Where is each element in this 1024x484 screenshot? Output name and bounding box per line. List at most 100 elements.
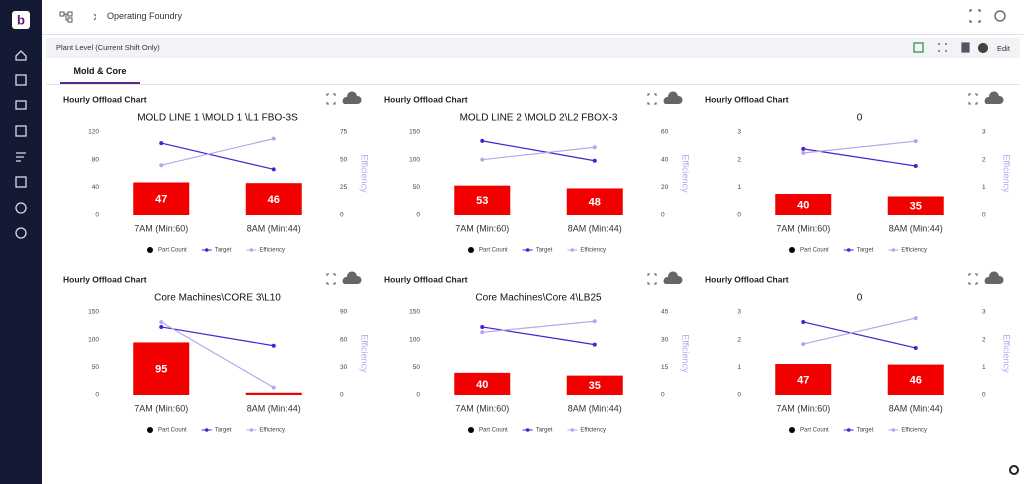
play-icon[interactable] [913, 42, 924, 53]
info-icon[interactable] [15, 227, 27, 239]
legend-label: Efficiency [901, 428, 927, 434]
legend-item[interactable]: Efficiency [567, 428, 606, 434]
gear-button[interactable] [1007, 463, 1021, 477]
expand-icon[interactable] [326, 273, 336, 285]
card-title: Hourly Offload Chart [384, 274, 468, 284]
y-tick-label: 1 [737, 184, 741, 191]
download-icon[interactable] [342, 271, 362, 284]
legend-item[interactable]: Efficiency [888, 248, 927, 254]
legend-item[interactable]: Target [843, 428, 874, 434]
list-icon[interactable] [16, 152, 26, 162]
legend-swatch [789, 427, 795, 433]
legend-swatch [846, 428, 851, 432]
y2-tick-label: 40 [661, 156, 669, 163]
line-efficiency [803, 317, 916, 345]
legend-label: Efficiency [580, 248, 606, 254]
expand-icon[interactable] [968, 273, 978, 285]
legend-item[interactable]: Efficiency [888, 428, 927, 434]
legend-item[interactable]: Target [201, 428, 232, 434]
legend-item[interactable]: Part Count [468, 427, 508, 434]
user-icon[interactable] [994, 10, 1006, 22]
line-point [592, 158, 597, 163]
expand-icon[interactable] [326, 93, 336, 105]
y2-tick-label: 15 [661, 364, 669, 371]
settings-icon[interactable] [15, 202, 27, 214]
edit-icon[interactable] [977, 42, 989, 54]
card-title: Hourly Offload Chart [705, 274, 789, 284]
legend-swatch [570, 248, 575, 252]
legend-label: Target [857, 248, 874, 254]
y-tick-label: 50 [413, 184, 421, 191]
legend-item[interactable]: Target [843, 248, 874, 254]
tab-active[interactable]: Mold & Core [60, 62, 140, 84]
y2-tick-label: 50 [340, 156, 348, 163]
y2-tick-label: 60 [340, 336, 348, 343]
line-point [801, 146, 806, 151]
y2-tick-label: 90 [340, 309, 348, 316]
legend-item[interactable]: Part Count [789, 247, 829, 254]
x-tick-label: 7AM (Min:60) [455, 223, 509, 233]
home-icon[interactable] [15, 50, 27, 61]
export-icon[interactable] [961, 42, 970, 53]
dashboard-icon[interactable] [15, 74, 27, 86]
y2-tick-label: 0 [982, 392, 986, 399]
download-icon[interactable] [984, 91, 1004, 104]
expand-icon[interactable] [647, 93, 657, 105]
edit-button[interactable]: Edit [997, 44, 1010, 53]
legend-label: Efficiency [580, 428, 606, 434]
bar-label: 35 [910, 201, 922, 213]
legend-swatch [147, 427, 153, 433]
y-tick-label: 3 [737, 129, 741, 136]
line-efficiency [803, 140, 916, 154]
legend-item[interactable]: Target [201, 248, 232, 254]
breadcrumb[interactable]: Operating Foundry [107, 11, 183, 21]
legend-item[interactable]: Efficiency [246, 248, 285, 254]
fullscreen-icon[interactable] [969, 9, 981, 23]
logo[interactable] [12, 11, 30, 29]
download-icon[interactable] [984, 271, 1004, 284]
chart-subtitle: MOLD LINE 2 \MOLD 2\L2 FBOX-3 [460, 113, 618, 124]
legend-label: Part Count [479, 428, 508, 434]
x-tick-label: 8AM (Min:44) [247, 403, 301, 413]
legend-item[interactable]: Part Count [789, 427, 829, 434]
line-target [482, 326, 595, 346]
video-icon[interactable] [15, 100, 27, 110]
y2-tick-label: 3 [982, 309, 986, 316]
y-tick-label: 80 [92, 156, 100, 163]
line-point [271, 167, 276, 172]
chart-subtitle: 0 [857, 113, 863, 124]
x-tick-label: 7AM (Min:60) [134, 223, 188, 233]
legend-label: Target [536, 428, 553, 434]
bar [133, 182, 190, 215]
line-efficiency [482, 146, 595, 161]
download-icon[interactable] [342, 91, 362, 104]
y-tick-label: 0 [95, 212, 99, 219]
y-tick-label: 0 [95, 392, 99, 399]
legend-item[interactable]: Target [522, 428, 553, 434]
legend-swatch [249, 428, 254, 432]
legend-label: Part Count [158, 248, 187, 254]
download-icon[interactable] [663, 91, 683, 104]
report-icon[interactable] [15, 125, 27, 137]
y2-tick-label: 20 [661, 184, 669, 191]
y2-tick-label: 45 [661, 309, 669, 316]
expand-icon[interactable] [968, 93, 978, 105]
y2-tick-label: 60 [661, 129, 669, 136]
legend-item[interactable]: Target [522, 248, 553, 254]
y-tick-label: 0 [737, 392, 741, 399]
legend-swatch [204, 248, 209, 252]
bar-label: 47 [155, 194, 167, 206]
expand-icon[interactable] [938, 43, 947, 52]
legend-item[interactable]: Part Count [147, 247, 187, 254]
expand-icon[interactable] [647, 273, 657, 285]
sub-bar: Plant Level (Current Shift Only) Edit [46, 38, 1020, 58]
bar [454, 372, 511, 395]
legend-item[interactable]: Part Count [468, 247, 508, 254]
line-point [271, 136, 276, 141]
legend-item[interactable]: Efficiency [246, 428, 285, 434]
legend-item[interactable]: Part Count [147, 427, 187, 434]
table-icon[interactable] [15, 176, 27, 188]
legend-item[interactable]: Efficiency [567, 248, 606, 254]
download-icon[interactable] [663, 271, 683, 284]
tree-icon[interactable] [56, 0, 96, 34]
